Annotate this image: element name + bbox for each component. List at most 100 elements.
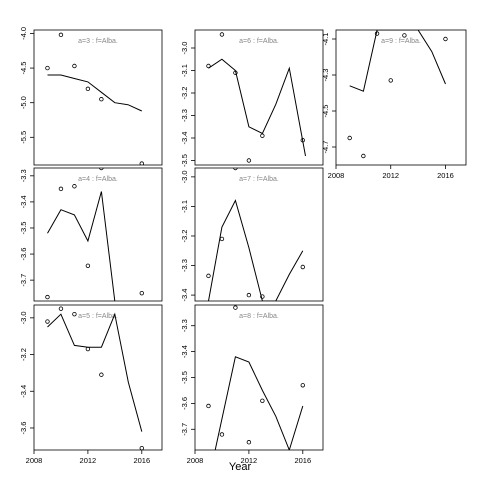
panel-label-sep: : bbox=[393, 38, 399, 45]
panel-label-a: a=9 bbox=[381, 38, 393, 45]
panel-label-sep: : bbox=[251, 313, 257, 320]
panel-a6: a=6 : f=Alba. -3.0 -3.1 -3.2 -3.3 -3.4 -3.5 bbox=[180, 29, 324, 167]
panel-a4: a=4 : f=Alba. -3.3 -3.4 -3.5 -3.6 -3.7 bbox=[19, 167, 163, 302]
series-line bbox=[349, 30, 446, 92]
data-point bbox=[99, 97, 104, 102]
panel-frame bbox=[194, 167, 324, 302]
panel-data bbox=[45, 32, 144, 165]
y-tick-label: -3.6 bbox=[19, 422, 28, 435]
panel-frame bbox=[194, 29, 324, 166]
y-tick-label: -3.7 bbox=[19, 274, 28, 287]
panel-data bbox=[206, 32, 306, 163]
x-tick-label: 2008 bbox=[26, 456, 43, 465]
y-tick-label: -3.4 bbox=[180, 345, 189, 358]
data-point bbox=[233, 305, 238, 310]
panel-label-f: f=Alba. bbox=[96, 313, 118, 320]
panel-a8: a=8 : f=Alba. -3.3 -3.4 -3.5 -3.6 -3.7 2008 201… bbox=[180, 304, 324, 465]
y-tick-label: -3.5 bbox=[180, 371, 189, 384]
panel-a9: a=9 : f=Alba. -4.1 -4.3 -4.5 -4.7 2008 2012 201… bbox=[321, 29, 467, 180]
panel-frame bbox=[33, 167, 163, 302]
data-point bbox=[246, 292, 252, 298]
panel-label-a: a=5 bbox=[78, 313, 90, 320]
data-point bbox=[300, 383, 305, 388]
y-tick-label: -3.2 bbox=[19, 348, 28, 361]
panel-label: a=4 : f=Alba. bbox=[78, 176, 118, 183]
data-point bbox=[58, 306, 64, 311]
panel-label-f: f=Alba. bbox=[399, 38, 421, 45]
y-tick-label: -3.5 bbox=[180, 154, 189, 167]
y-tick-label: -3.5 bbox=[19, 222, 28, 235]
panel-label-f: f=Alba. bbox=[257, 38, 279, 45]
series-line bbox=[208, 58, 306, 157]
panel-a5: a=5 : f=Alba. -3.0 -3.2 -3.4 -3.6 2008 2012 201… bbox=[19, 304, 163, 465]
panel-data bbox=[45, 168, 144, 301]
y-tick-label: -5.0 bbox=[19, 96, 28, 109]
y-tick-label: -4.3 bbox=[321, 69, 330, 82]
panel-label-f: f=Alba. bbox=[96, 38, 118, 45]
data-point bbox=[347, 135, 352, 141]
panel-frame bbox=[335, 29, 467, 166]
data-point bbox=[219, 432, 225, 437]
data-point bbox=[260, 294, 265, 299]
data-point bbox=[139, 445, 144, 450]
data-point bbox=[72, 311, 77, 317]
panel-data bbox=[206, 168, 305, 301]
panel-frame bbox=[33, 29, 163, 166]
panel-data bbox=[347, 30, 448, 159]
x-tick-label: 2012 bbox=[80, 456, 97, 465]
panel-data bbox=[45, 306, 144, 450]
y-tick-label: -3.1 bbox=[180, 200, 189, 213]
y-tick-label: -3.6 bbox=[180, 397, 189, 410]
y-tick-label: -3.0 bbox=[180, 42, 189, 55]
x-tick-label: 2016 bbox=[133, 456, 150, 465]
panel-label-f: f=Alba. bbox=[257, 313, 279, 320]
data-point bbox=[260, 398, 265, 404]
data-point bbox=[246, 158, 252, 163]
panel-data bbox=[206, 305, 305, 450]
x-tick-label: 2016 bbox=[294, 456, 311, 465]
data-point bbox=[99, 372, 104, 377]
panel-label-a: a=7 bbox=[239, 176, 251, 183]
panel-label: a=8 : f=Alba. bbox=[239, 313, 279, 320]
y-tick-label: -4.1 bbox=[321, 33, 330, 46]
panel-label-a: a=3 bbox=[78, 38, 90, 45]
data-point bbox=[206, 403, 211, 409]
series-line bbox=[214, 356, 304, 450]
y-tick-label: -3.1 bbox=[180, 64, 189, 77]
data-point bbox=[45, 294, 50, 300]
data-point bbox=[139, 290, 144, 296]
data-point bbox=[72, 184, 77, 189]
panel-label-sep: : bbox=[90, 313, 96, 320]
series-line bbox=[47, 312, 143, 432]
x-tick-label: 2008 bbox=[328, 171, 345, 180]
series-line bbox=[47, 74, 143, 112]
data-point bbox=[85, 346, 91, 352]
y-tick-label: -3.4 bbox=[180, 289, 189, 302]
data-point bbox=[300, 138, 305, 143]
data-point bbox=[246, 440, 252, 445]
y-tick-label: -3.4 bbox=[180, 132, 189, 145]
data-point bbox=[85, 86, 91, 92]
panel-label-sep: : bbox=[251, 38, 257, 45]
panel-label: a=9 : f=Alba. bbox=[381, 38, 421, 45]
data-point bbox=[58, 186, 64, 192]
y-tick-label: -4.7 bbox=[321, 141, 330, 154]
data-point bbox=[233, 168, 238, 171]
x-tick-label: 2008 bbox=[187, 456, 204, 465]
panel-frame bbox=[33, 304, 163, 451]
data-point bbox=[361, 153, 366, 159]
x-tick-label: 2012 bbox=[241, 456, 258, 465]
panel-label-f: f=Alba. bbox=[96, 176, 118, 183]
x-axis-title: Year bbox=[229, 461, 252, 473]
data-point bbox=[388, 78, 393, 83]
data-point bbox=[402, 33, 407, 38]
y-tick-label: -3.0 bbox=[19, 311, 28, 324]
y-tick-label: -3.7 bbox=[180, 423, 189, 436]
series-line bbox=[208, 199, 304, 301]
panel-label-f: f=Alba. bbox=[257, 176, 279, 183]
data-point bbox=[206, 63, 211, 69]
y-tick-label: -3.0 bbox=[180, 170, 189, 183]
panel-a7: a=7 : f=Alba. -3.0 -3.1 -3.2 -3.3 -3.4 bbox=[180, 167, 324, 302]
panel-label-sep: : bbox=[90, 38, 96, 45]
